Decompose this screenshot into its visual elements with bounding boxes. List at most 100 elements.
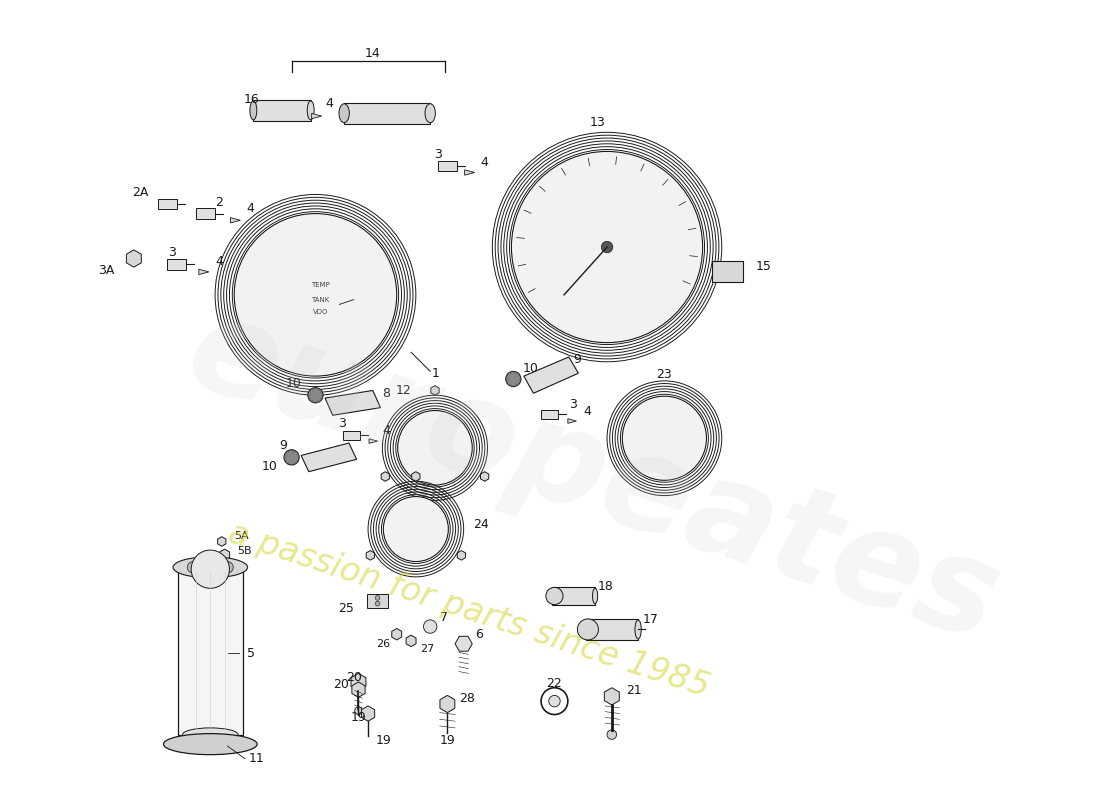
Circle shape [308, 387, 323, 403]
Circle shape [607, 730, 617, 739]
Text: 8: 8 [383, 387, 390, 400]
Text: 24: 24 [473, 518, 490, 530]
Text: 4: 4 [246, 202, 254, 215]
Circle shape [191, 550, 230, 588]
Text: 19: 19 [351, 711, 366, 724]
Polygon shape [382, 472, 389, 482]
Text: TANK: TANK [311, 297, 329, 302]
Polygon shape [301, 443, 356, 472]
Text: 3: 3 [168, 246, 176, 259]
Bar [712, 262, 743, 282]
Text: 19: 19 [376, 734, 392, 747]
Text: 3: 3 [569, 398, 576, 411]
Bar [367, 594, 388, 608]
Text: 9: 9 [279, 439, 287, 452]
Text: 6: 6 [475, 628, 483, 641]
Circle shape [623, 396, 706, 480]
Text: 18: 18 [597, 580, 614, 593]
Circle shape [234, 214, 397, 376]
Polygon shape [311, 114, 321, 118]
Bar [344, 102, 430, 124]
Text: 10: 10 [522, 362, 539, 375]
Polygon shape [199, 270, 209, 274]
Text: 7: 7 [440, 611, 448, 625]
Text: europeates: europeates [172, 286, 1013, 667]
Text: 10: 10 [285, 378, 301, 390]
Circle shape [398, 410, 472, 485]
Text: 4: 4 [216, 255, 223, 268]
Circle shape [506, 371, 521, 386]
Text: 21: 21 [626, 684, 642, 697]
Circle shape [512, 151, 703, 342]
Circle shape [222, 562, 233, 573]
Bar [585, 619, 638, 640]
Polygon shape [230, 218, 241, 223]
Polygon shape [366, 550, 374, 560]
Ellipse shape [550, 588, 554, 604]
Bar [178, 567, 243, 734]
Bar [541, 410, 559, 419]
Text: TEMP: TEMP [311, 282, 330, 288]
Polygon shape [411, 472, 420, 482]
Circle shape [424, 620, 437, 634]
Bar [438, 161, 456, 171]
Circle shape [354, 707, 362, 714]
Polygon shape [464, 170, 474, 175]
Text: a passion for parts since 1985: a passion for parts since 1985 [223, 517, 713, 704]
Polygon shape [218, 537, 226, 546]
Bar [167, 259, 186, 270]
Text: 4: 4 [480, 157, 487, 170]
Circle shape [284, 450, 299, 465]
Circle shape [383, 497, 449, 562]
Text: 3: 3 [339, 418, 346, 430]
Polygon shape [351, 674, 366, 690]
Text: 4: 4 [583, 405, 591, 418]
Text: 25: 25 [338, 602, 354, 615]
Circle shape [375, 602, 379, 606]
Text: 13: 13 [590, 116, 605, 130]
Circle shape [187, 562, 199, 573]
Text: 2: 2 [216, 196, 223, 209]
Text: 5B: 5B [238, 546, 252, 556]
Polygon shape [352, 682, 365, 698]
Text: 16: 16 [243, 94, 260, 106]
Ellipse shape [183, 728, 238, 742]
Text: 19: 19 [440, 734, 455, 747]
Ellipse shape [635, 620, 641, 639]
Polygon shape [368, 439, 377, 443]
Text: 15: 15 [756, 260, 771, 273]
Ellipse shape [307, 101, 315, 120]
Polygon shape [324, 390, 381, 415]
Text: 3: 3 [433, 148, 442, 161]
Polygon shape [431, 386, 439, 395]
Ellipse shape [582, 620, 588, 639]
Text: 14: 14 [365, 47, 381, 61]
Polygon shape [362, 706, 375, 722]
Text: 10: 10 [262, 461, 277, 474]
Text: 4: 4 [383, 424, 390, 437]
Bar [253, 100, 310, 121]
Bar [552, 587, 595, 605]
Ellipse shape [250, 101, 256, 120]
Polygon shape [524, 357, 579, 394]
Text: 20: 20 [333, 678, 349, 691]
Circle shape [205, 562, 216, 573]
Polygon shape [440, 695, 454, 713]
Polygon shape [604, 688, 619, 705]
Bar [196, 208, 216, 219]
Polygon shape [455, 636, 472, 651]
Text: 28: 28 [459, 692, 475, 705]
Ellipse shape [578, 619, 598, 640]
Text: 22: 22 [547, 678, 562, 690]
Text: VDO: VDO [312, 309, 328, 315]
Polygon shape [126, 250, 141, 267]
Bar [343, 430, 361, 440]
Ellipse shape [339, 104, 350, 122]
Polygon shape [220, 549, 230, 561]
Circle shape [375, 595, 379, 600]
Text: 17: 17 [642, 614, 658, 626]
Text: 9: 9 [573, 354, 582, 366]
Polygon shape [568, 418, 576, 423]
Text: 11: 11 [249, 752, 264, 765]
Circle shape [602, 242, 613, 253]
